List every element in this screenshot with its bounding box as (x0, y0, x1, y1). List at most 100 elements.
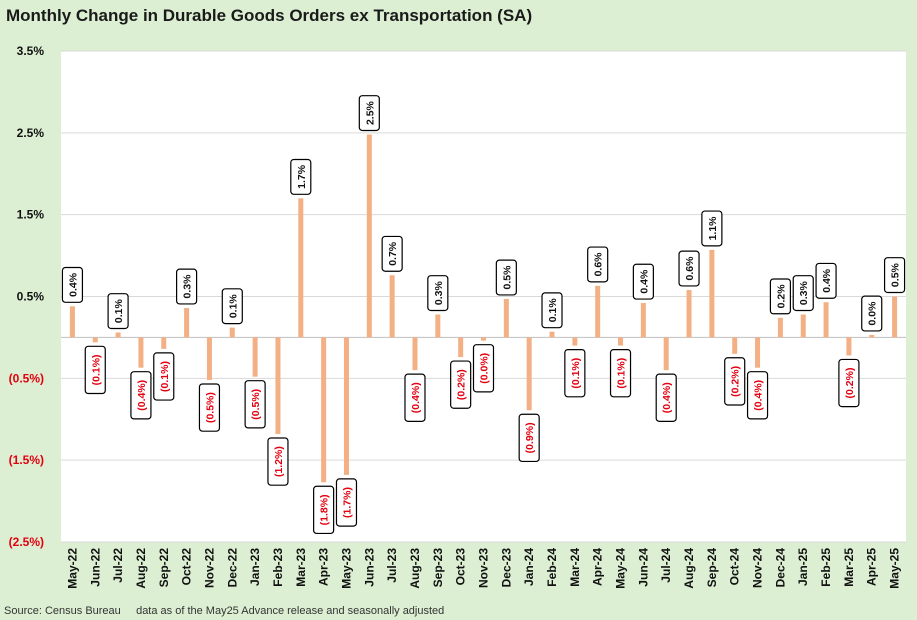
data-label: 1.1% (707, 216, 719, 241)
bar (298, 198, 304, 338)
bar (161, 337, 167, 349)
y-tick-label: 2.5% (17, 126, 45, 140)
data-label-frame (381, 235, 403, 272)
data-label-frame (678, 250, 700, 287)
data-label-box: 1.7% (290, 158, 312, 195)
data-label-box: 0.7% (381, 235, 403, 272)
data-label-frame (609, 349, 632, 398)
chart-title: Monthly Change in Durable Goods Orders e… (6, 6, 533, 25)
data-label-frame (769, 278, 791, 315)
bar (435, 314, 441, 338)
bar (732, 337, 738, 354)
bar (640, 303, 646, 338)
source-note: Source: Census Bureau data as of the May… (4, 605, 445, 617)
data-label: 0.6% (593, 252, 605, 277)
bar (389, 275, 395, 338)
y-tick-label: (2.5%) (9, 535, 44, 549)
data-label: 0.2% (775, 284, 787, 309)
data-label-box: (0.4%) (746, 371, 769, 420)
x-tick-label: May-23 (339, 548, 353, 589)
data-label-box: 0.1% (541, 292, 563, 329)
x-tick-label: Sep-22 (157, 548, 171, 588)
bar (777, 317, 783, 338)
x-tick-label: Mar-23 (294, 548, 308, 587)
bar (663, 337, 669, 371)
data-label: (0.4%) (410, 382, 422, 413)
data-label-frame (587, 246, 609, 283)
data-label: (0.2%) (730, 366, 742, 397)
data-label: 0.5% (890, 262, 902, 287)
bar (458, 337, 464, 358)
data-label-box: 0.4% (632, 263, 654, 300)
data-label-box: (0.1%) (564, 349, 586, 398)
x-tick-label: Aug-22 (134, 548, 148, 589)
x-tick-label: May-22 (65, 548, 79, 589)
data-label-frame (472, 344, 495, 393)
data-label-frame (358, 95, 380, 132)
data-label-box: (1.2%) (267, 437, 289, 486)
bar (709, 249, 715, 338)
data-label-frame (107, 293, 129, 330)
data-label-box: 1.1% (701, 210, 723, 247)
data-label: 0.4% (821, 268, 833, 293)
data-label-box: 0.3% (792, 275, 814, 312)
data-label: 0.3% (182, 274, 194, 299)
bar (115, 332, 121, 338)
bar (138, 337, 144, 368)
data-label: (0.0%) (479, 353, 491, 384)
y-tick-label: 3.5% (17, 44, 45, 58)
x-tick-label: Nov-23 (477, 548, 491, 588)
x-tick-label: Feb-23 (271, 548, 285, 587)
data-label: 0.1% (547, 298, 559, 323)
y-tick-label: 0.5% (17, 290, 45, 304)
x-tick-label: Oct-24 (728, 548, 742, 586)
data-label-box: (0.5%) (198, 383, 221, 432)
data-label-box: 0.5% (883, 257, 906, 294)
bar (618, 337, 624, 346)
data-label-frame (632, 263, 654, 300)
data-label-box: (0.4%) (655, 373, 677, 422)
bar (69, 306, 75, 338)
x-tick-label: Sep-24 (705, 548, 719, 588)
y-tick-label: 1.5% (17, 208, 45, 222)
bar (92, 337, 98, 343)
data-label-frame (564, 349, 586, 398)
data-label-box: 0.4% (815, 262, 837, 299)
bar (823, 302, 829, 338)
data-label: (0.5%) (204, 392, 216, 423)
data-label-frame (427, 275, 449, 312)
data-label-frame (176, 268, 198, 305)
data-label: (0.4%) (753, 380, 765, 411)
data-label-box: 0.5% (495, 259, 517, 296)
data-label: 0.1% (227, 294, 239, 319)
data-label-frame (883, 257, 906, 294)
bar (229, 327, 235, 338)
data-label-box: (0.1%) (153, 352, 175, 401)
x-tick-label: Nov-24 (751, 548, 765, 588)
x-tick-label: Jun-22 (88, 548, 102, 587)
x-tick-label: Aug-23 (408, 548, 422, 589)
data-label: 0.1% (113, 298, 125, 323)
bar (503, 298, 509, 338)
x-tick-label: Mar-25 (842, 548, 856, 587)
data-label-frame (290, 158, 312, 195)
data-label-box: 0.0% (861, 295, 883, 332)
data-label: 0.5% (501, 265, 513, 290)
x-tick-label: Jan-25 (796, 548, 810, 586)
x-tick-label: Apr-25 (865, 548, 879, 586)
x-tick-label: Jan-24 (522, 548, 536, 586)
bar (412, 337, 418, 371)
data-label-frame (313, 485, 335, 535)
x-tick-label: Aug-24 (682, 548, 696, 589)
bar (892, 296, 898, 338)
x-tick-label: Apr-24 (591, 548, 605, 586)
bar (549, 331, 555, 338)
data-label-frame (861, 295, 883, 332)
x-tick-label: May-24 (614, 548, 628, 589)
data-label-frame (724, 357, 746, 406)
bar (526, 337, 532, 411)
data-label-box: 0.4% (61, 266, 84, 303)
data-label: 0.0% (867, 301, 879, 326)
data-label-box: (0.5%) (244, 380, 266, 429)
x-tick-label: Jul-24 (659, 548, 673, 583)
